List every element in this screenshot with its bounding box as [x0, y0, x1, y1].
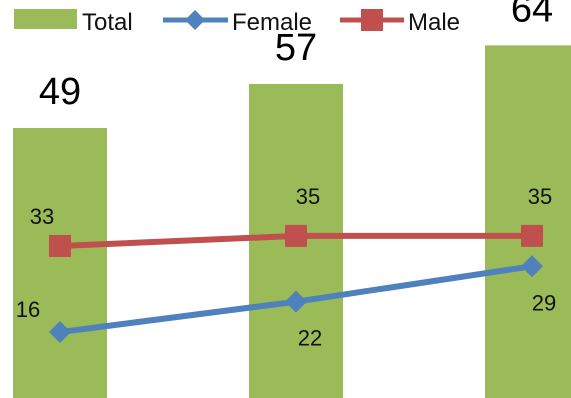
legend-square-icon: [361, 9, 383, 31]
point-male-1: [285, 224, 307, 247]
bar-total-2: [485, 45, 571, 398]
legend-label-female: Female: [232, 9, 312, 36]
bar-label-total-2: 64: [511, 0, 553, 30]
legend-label-total: Total: [82, 9, 133, 36]
label-female-0: 16: [16, 297, 40, 322]
point-male-2: [521, 224, 543, 247]
label-female-1: 22: [298, 326, 322, 351]
point-female-1: [285, 290, 307, 313]
label-male-1: 35: [296, 184, 320, 209]
bar-label-total-0: 49: [39, 71, 81, 113]
label-male-0: 33: [30, 204, 54, 229]
point-female-0: [49, 321, 71, 344]
label-female-2: 29: [532, 290, 556, 315]
legend: Total Female Male: [14, 9, 460, 36]
bar-label-total-1: 57: [275, 27, 317, 69]
legend-label-male: Male: [408, 9, 460, 36]
label-male-2: 35: [528, 184, 552, 209]
point-male-0: [49, 235, 71, 258]
legend-diamond-icon: [185, 10, 205, 30]
plot-area: 49 57 64 33 35 35 16 22 29: [13, 0, 571, 398]
bar-total-0: [13, 128, 107, 398]
point-female-2: [521, 255, 543, 278]
legend-swatch-total: [14, 9, 77, 29]
